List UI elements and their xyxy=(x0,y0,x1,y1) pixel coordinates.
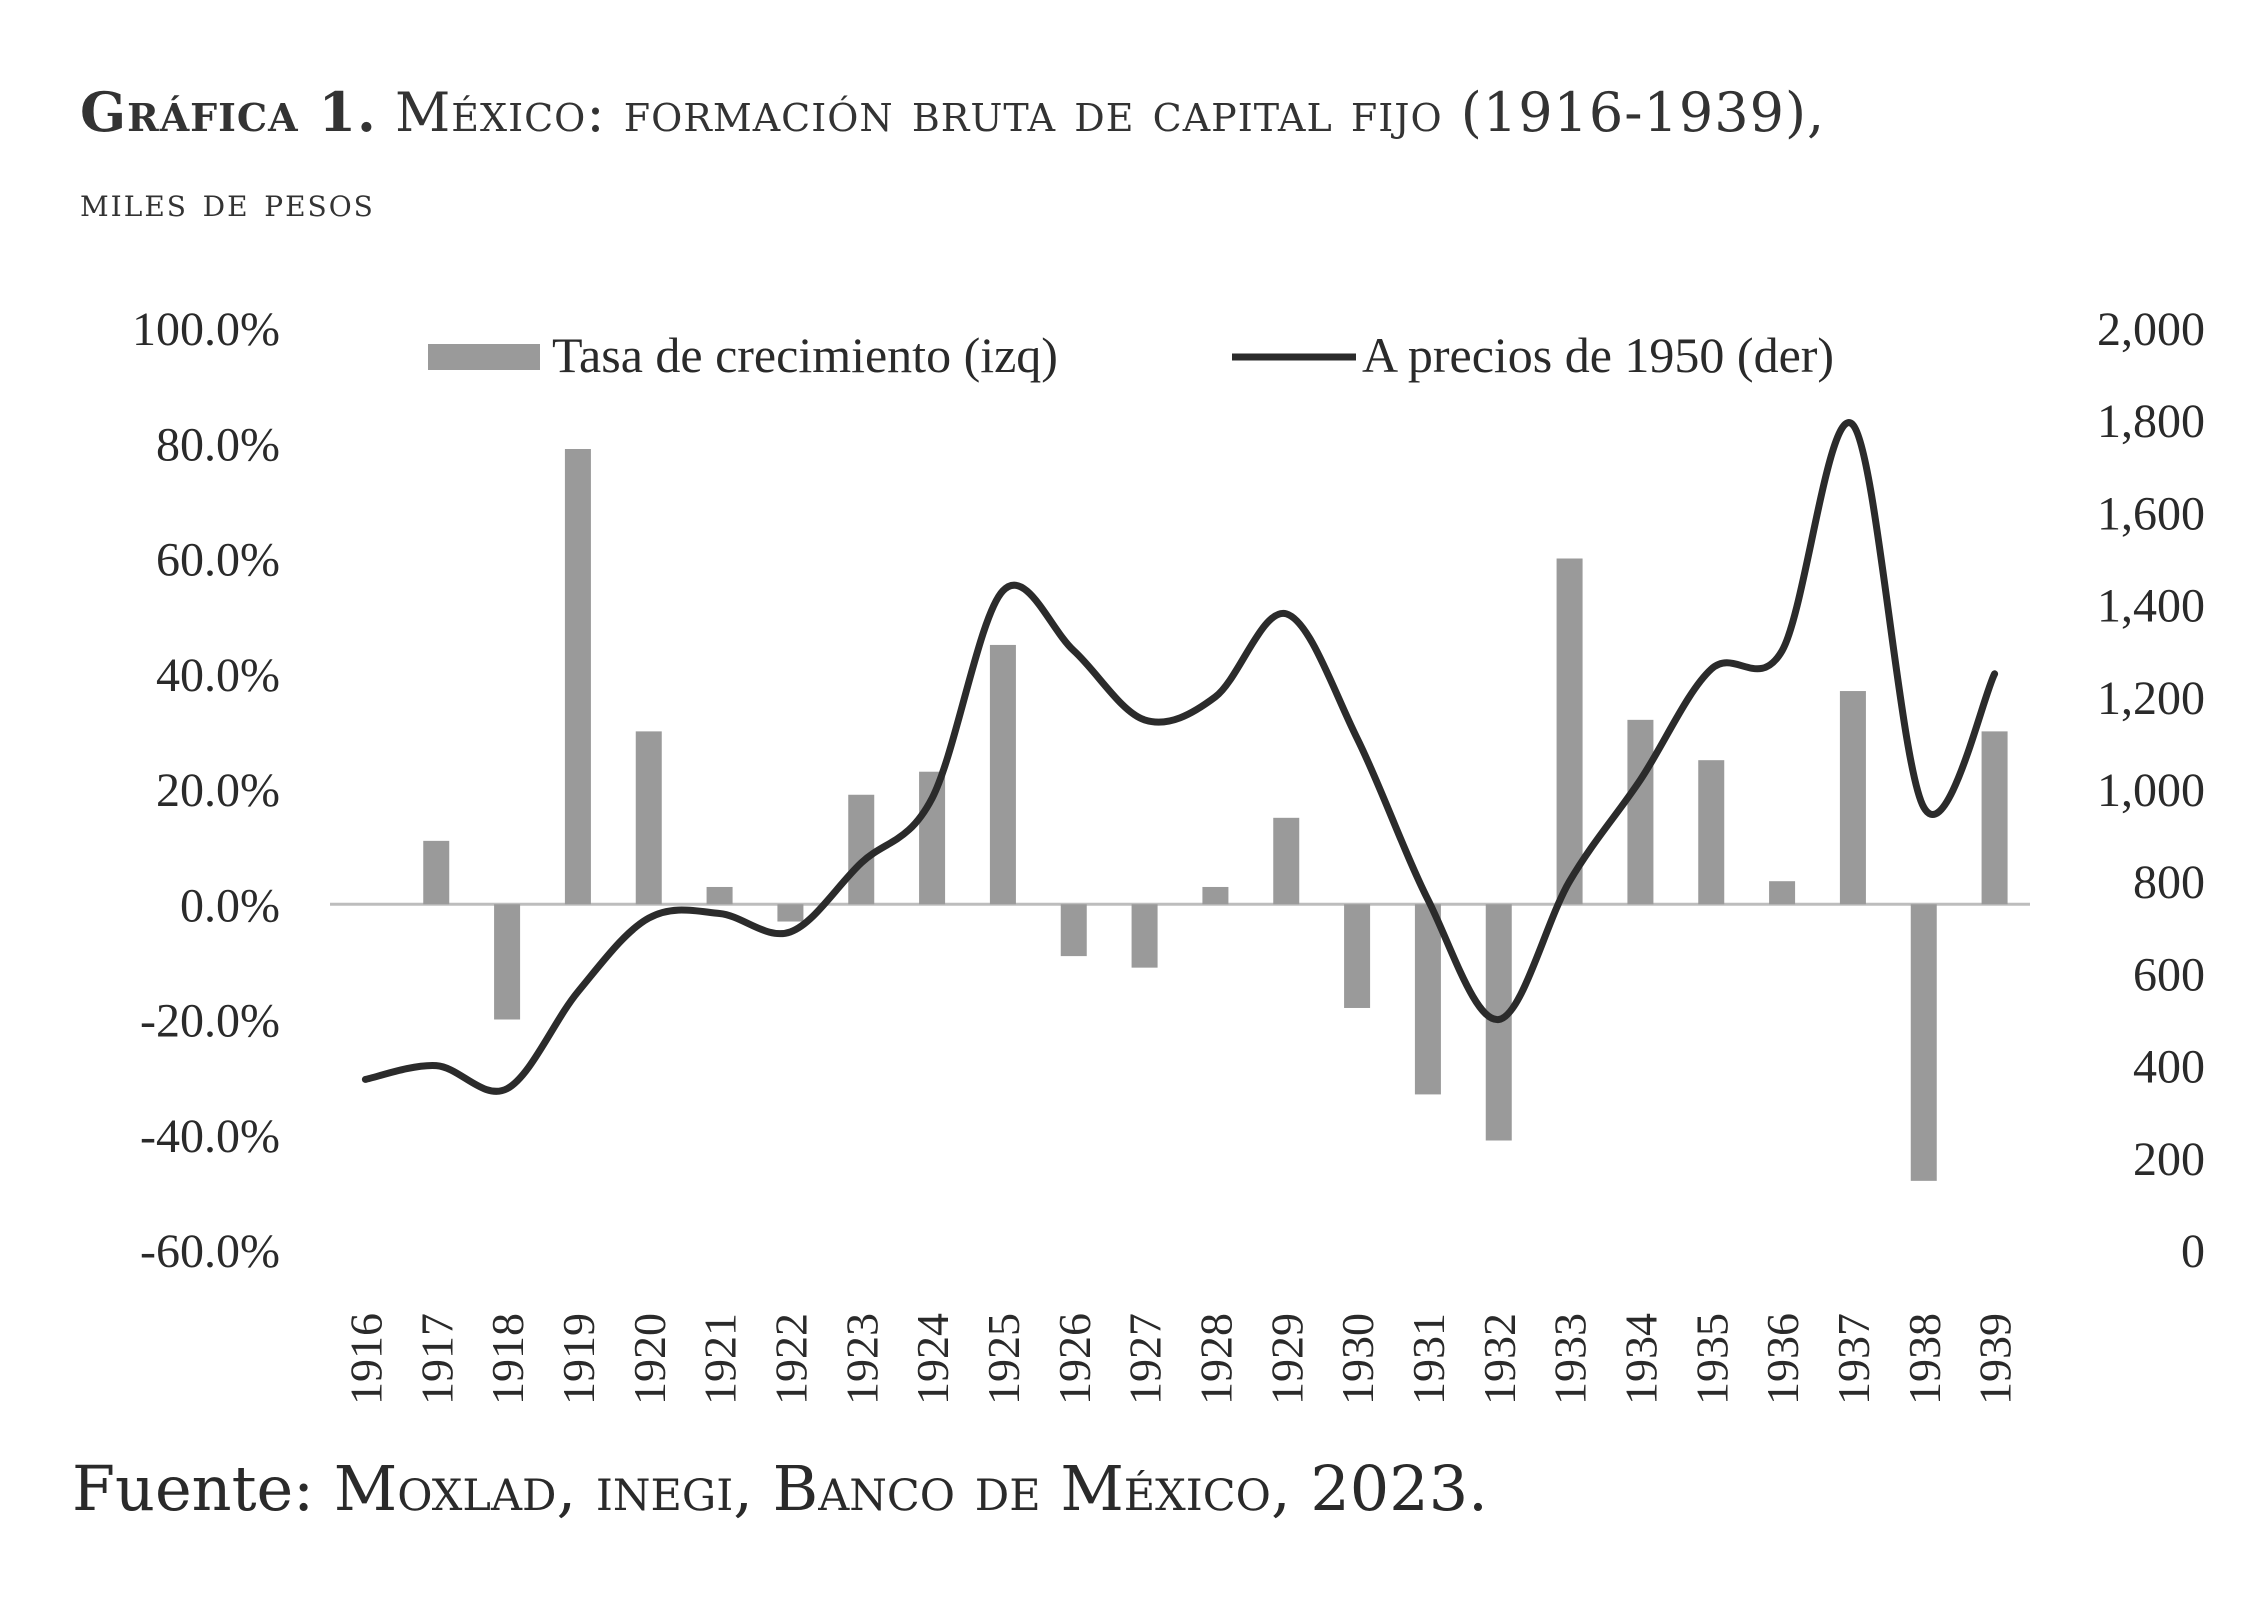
x-tick-label-1925: 1925 xyxy=(978,1313,1029,1405)
x-tick-label-1916: 1916 xyxy=(340,1313,391,1405)
right-axis-ticks: 2,000 1,800 1,600 1,400 1,200 1,000 800 600 400 2… xyxy=(2097,303,2205,1278)
legend-swatch-bars xyxy=(428,344,540,370)
bar-1920 xyxy=(635,731,662,905)
bar-1928 xyxy=(1202,886,1229,905)
x-tick-label-1924: 1924 xyxy=(907,1313,958,1405)
bar-1921 xyxy=(706,886,733,905)
right-tick-label: 600 xyxy=(2133,948,2205,1001)
left-tick-label: 100.0% xyxy=(132,303,280,356)
left-tick-label: -60.0% xyxy=(140,1225,280,1278)
right-tick-label: 800 xyxy=(2133,856,2205,909)
left-axis-ticks: 100.0% 80.0% 60.0% 40.0% 20.0% 0.0% -20.0% -40.… xyxy=(132,303,280,1278)
bar-1935 xyxy=(1698,760,1725,905)
x-tick-label-1933: 1933 xyxy=(1545,1313,1596,1405)
x-tick-label-1928: 1928 xyxy=(1190,1313,1241,1405)
series-line-precios-1950 xyxy=(361,419,1999,1095)
source-text: Moxlad, inegi, Banco de México, 2023. xyxy=(333,1452,1488,1525)
chart-subtitle: miles de pesos xyxy=(80,180,375,226)
chart-title-block: Gráfica 1. México: formación bruta de ca… xyxy=(80,80,2200,226)
left-tick-label: -40.0% xyxy=(140,1110,280,1163)
right-tick-label: 200 xyxy=(2133,1133,2205,1186)
x-tick-label-1936: 1936 xyxy=(1757,1313,1808,1405)
bars-layer xyxy=(423,449,2008,1181)
right-tick-label: 1,000 xyxy=(2097,764,2205,817)
chart-title-main: México: formación bruta de capital fijo … xyxy=(395,81,1826,144)
bar-1933 xyxy=(1556,558,1583,905)
line-layer xyxy=(361,419,1999,1095)
bar-1929 xyxy=(1273,817,1300,905)
x-tick-label-1935: 1935 xyxy=(1686,1313,1737,1405)
source-prefix: Fuente: xyxy=(72,1452,315,1525)
bar-1923 xyxy=(848,794,875,905)
bar-1934 xyxy=(1627,719,1654,905)
bar-1919 xyxy=(564,449,591,905)
right-tick-label: 1,200 xyxy=(2097,672,2205,725)
left-tick-label: 60.0% xyxy=(156,534,280,587)
right-tick-label: 1,600 xyxy=(2097,487,2205,540)
x-tick-label-1938: 1938 xyxy=(1899,1313,1950,1405)
x-tick-label-1921: 1921 xyxy=(695,1313,746,1405)
left-tick-label: 0.0% xyxy=(180,879,280,932)
x-tick-label-1927: 1927 xyxy=(1120,1313,1171,1405)
x-tick-label-1929: 1929 xyxy=(1261,1313,1312,1405)
right-tick-label: 1,400 xyxy=(2097,580,2205,633)
left-tick-label: 20.0% xyxy=(156,764,280,817)
x-tick-label-1937: 1937 xyxy=(1828,1313,1879,1405)
x-tick-label-1919: 1919 xyxy=(553,1313,604,1405)
x-tick-label-1930: 1930 xyxy=(1332,1313,1383,1405)
x-tick-label-1920: 1920 xyxy=(624,1313,675,1405)
chart-legend: Tasa de crecimiento (izq) A precios de 19… xyxy=(428,327,1834,383)
chart-title: Gráfica 1. México: formación bruta de ca… xyxy=(80,80,2200,144)
left-tick-label: 80.0% xyxy=(156,418,280,471)
x-tick-label-1918: 1918 xyxy=(482,1313,533,1405)
x-tick-label-1923: 1923 xyxy=(836,1313,887,1405)
right-tick-label: 1,800 xyxy=(2097,395,2205,448)
bar-1937 xyxy=(1839,691,1866,905)
legend-label-bars: Tasa de crecimiento (izq) xyxy=(552,327,1058,383)
x-tick-label-1939: 1939 xyxy=(1970,1313,2021,1405)
x-axis-ticks: 1916 1917 1918 1919 1920 1921 1922 1923 1924 1925… xyxy=(340,1313,2020,1405)
bar-1939 xyxy=(1981,731,2008,905)
bar-1917 xyxy=(423,840,450,905)
bar-1936 xyxy=(1769,881,1796,905)
bar-1927 xyxy=(1131,904,1158,968)
bar-1925 xyxy=(989,644,1016,905)
right-tick-label: 0 xyxy=(2181,1225,2205,1278)
left-tick-label: 40.0% xyxy=(156,649,280,702)
x-tick-label-1926: 1926 xyxy=(1049,1313,1100,1405)
bar-1922 xyxy=(777,904,804,922)
legend-label-line: A precios de 1950 (der) xyxy=(1362,327,1834,383)
x-tick-label-1934: 1934 xyxy=(1615,1313,1666,1405)
source-note: Fuente: Moxlad, inegi, Banco de México, … xyxy=(72,1452,1488,1525)
right-tick-label: 2,000 xyxy=(2097,303,2205,356)
right-tick-label: 400 xyxy=(2133,1041,2205,1094)
x-tick-label-1931: 1931 xyxy=(1403,1313,1454,1405)
x-tick-label-1932: 1932 xyxy=(1474,1313,1525,1405)
bar-1930 xyxy=(1344,904,1371,1008)
x-tick-label-1917: 1917 xyxy=(411,1313,462,1405)
left-tick-label: -20.0% xyxy=(140,995,280,1048)
chart-title-label: Gráfica 1. xyxy=(80,80,377,144)
bar-1931 xyxy=(1414,904,1441,1095)
x-tick-label-1922: 1922 xyxy=(765,1313,816,1405)
bar-1918 xyxy=(494,904,521,1020)
bar-1938 xyxy=(1910,904,1937,1181)
bar-1926 xyxy=(1060,904,1087,957)
